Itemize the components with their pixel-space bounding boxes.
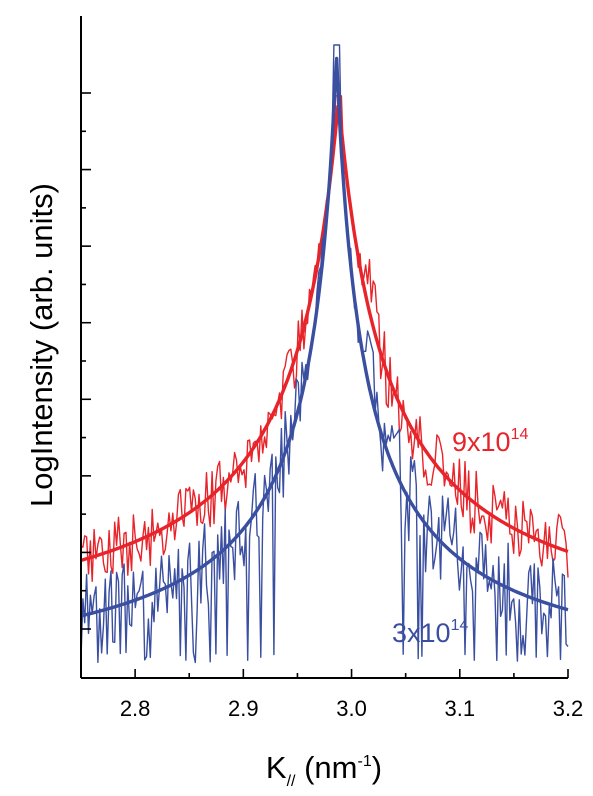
series-label-blue-sup: 14 [451,617,469,634]
y-axis-title: LogIntensity (arb. units) [24,183,59,507]
x-axis-title: K// (nm-1) [266,750,382,790]
x-axis-title-main: K [266,750,287,785]
x-tick-label: 2.8 [120,696,151,721]
series-label-blue: 3x1014 [392,617,468,648]
x-tick-label: 3.2 [553,696,584,721]
x-tick-label: 3.0 [336,696,367,721]
x-axis-title-sub: // [287,773,296,790]
series-label-red: 9x1014 [452,426,528,457]
x-axis-title-unit-open: (nm [296,750,358,785]
series-label-red-base: 9x10 [452,427,511,457]
x-axis-title-unit-sup: -1 [358,753,372,770]
series-fit-blue [80,56,569,618]
series-fit-red [80,103,569,563]
series-label-blue-base: 3x10 [392,618,451,648]
series-data-blue [80,44,569,664]
series-label-red-sup: 14 [511,426,529,443]
series-data-red [80,95,569,582]
x-axis-title-unit-close: ) [372,750,382,785]
x-ticks: 2.8 2.9 3.0 3.1 3.2 [80,669,584,721]
x-tick-label: 2.9 [228,696,259,721]
x-tick-label: 3.1 [444,696,475,721]
plot-area [80,44,569,664]
